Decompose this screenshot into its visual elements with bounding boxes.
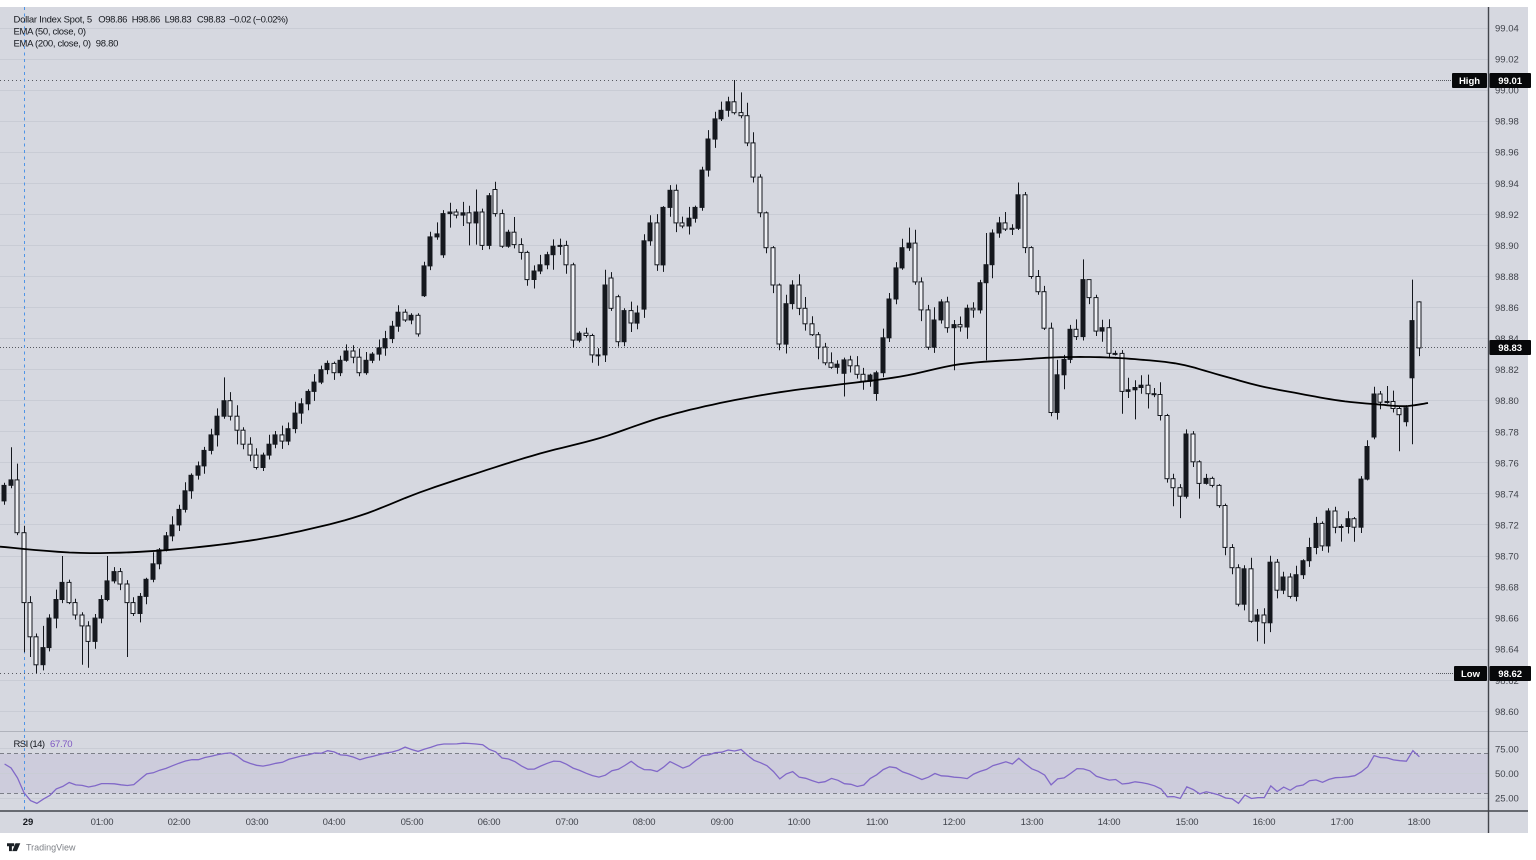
svg-text:03:00: 03:00	[246, 817, 269, 828]
svg-text:98.83: 98.83	[1498, 343, 1522, 354]
svg-text:01:00: 01:00	[91, 817, 114, 828]
svg-text:EMA (200, close, 0): EMA (200, close, 0)	[14, 39, 91, 50]
svg-text:99.02: 99.02	[1495, 55, 1519, 66]
svg-text:C98.83: C98.83	[197, 15, 225, 26]
svg-text:08:00: 08:00	[633, 817, 656, 828]
svg-text:99.04: 99.04	[1495, 24, 1519, 35]
svg-text:99.00: 99.00	[1495, 86, 1519, 97]
svg-text:25.00: 25.00	[1495, 794, 1519, 805]
svg-text:07:00: 07:00	[556, 817, 579, 828]
svg-text:18:00: 18:00	[1408, 817, 1431, 828]
svg-text:15:00: 15:00	[1176, 817, 1199, 828]
svg-text:17:00: 17:00	[1331, 817, 1354, 828]
svg-text:99.01: 99.01	[1498, 76, 1522, 87]
svg-text:16:00: 16:00	[1253, 817, 1276, 828]
svg-text:04:00: 04:00	[323, 817, 346, 828]
svg-text:−0.02 (−0.02%): −0.02 (−0.02%)	[229, 15, 288, 26]
svg-text:98.66: 98.66	[1495, 614, 1519, 625]
svg-text:98.82: 98.82	[1495, 365, 1519, 376]
svg-text:98.98: 98.98	[1495, 117, 1519, 128]
svg-text:75.00: 75.00	[1495, 745, 1519, 756]
svg-text:TradingView: TradingView	[26, 843, 76, 853]
svg-text:14:00: 14:00	[1098, 817, 1121, 828]
svg-text:98.96: 98.96	[1495, 148, 1519, 159]
svg-text:50.00: 50.00	[1495, 769, 1519, 780]
svg-text:98.80: 98.80	[1495, 396, 1519, 407]
svg-text:98.88: 98.88	[1495, 272, 1519, 283]
svg-text:98.60: 98.60	[1495, 707, 1519, 718]
svg-text:05:00: 05:00	[401, 817, 424, 828]
svg-text:O98.86: O98.86	[98, 15, 127, 26]
svg-text:L98.83: L98.83	[165, 15, 192, 26]
svg-text:10:00: 10:00	[788, 817, 811, 828]
svg-text:98.92: 98.92	[1495, 210, 1519, 221]
svg-text:13:00: 13:00	[1021, 817, 1044, 828]
svg-text:98.70: 98.70	[1495, 552, 1519, 563]
svg-text:98.62: 98.62	[1498, 669, 1522, 680]
svg-text:98.76: 98.76	[1495, 458, 1519, 469]
svg-text:98.72: 98.72	[1495, 521, 1519, 532]
svg-text:67.70: 67.70	[50, 739, 72, 750]
svg-text:02:00: 02:00	[168, 817, 191, 828]
svg-text:29: 29	[23, 817, 34, 828]
svg-text:Low: Low	[1461, 669, 1481, 680]
svg-text:98.90: 98.90	[1495, 241, 1519, 252]
svg-text:98.94: 98.94	[1495, 179, 1519, 190]
svg-text:06:00: 06:00	[478, 817, 501, 828]
svg-text:98.74: 98.74	[1495, 489, 1519, 500]
svg-text:98.68: 98.68	[1495, 583, 1519, 594]
svg-text:98.62: 98.62	[1495, 676, 1519, 687]
svg-text:RSI (14): RSI (14)	[14, 739, 45, 750]
svg-text:H98.86: H98.86	[132, 15, 160, 26]
svg-text:98.86: 98.86	[1495, 303, 1519, 314]
svg-text:11:00: 11:00	[866, 817, 888, 828]
svg-text:Dollar Index Spot, 5: Dollar Index Spot, 5	[14, 15, 92, 26]
svg-text:98.78: 98.78	[1495, 427, 1519, 438]
svg-text:98.80: 98.80	[96, 39, 118, 50]
svg-text:EMA (50, close, 0): EMA (50, close, 0)	[14, 27, 86, 38]
svg-text:12:00: 12:00	[943, 817, 966, 828]
svg-text:98.84: 98.84	[1495, 334, 1519, 345]
svg-text:98.64: 98.64	[1495, 645, 1519, 656]
svg-text:High: High	[1459, 76, 1480, 87]
svg-text:09:00: 09:00	[711, 817, 734, 828]
